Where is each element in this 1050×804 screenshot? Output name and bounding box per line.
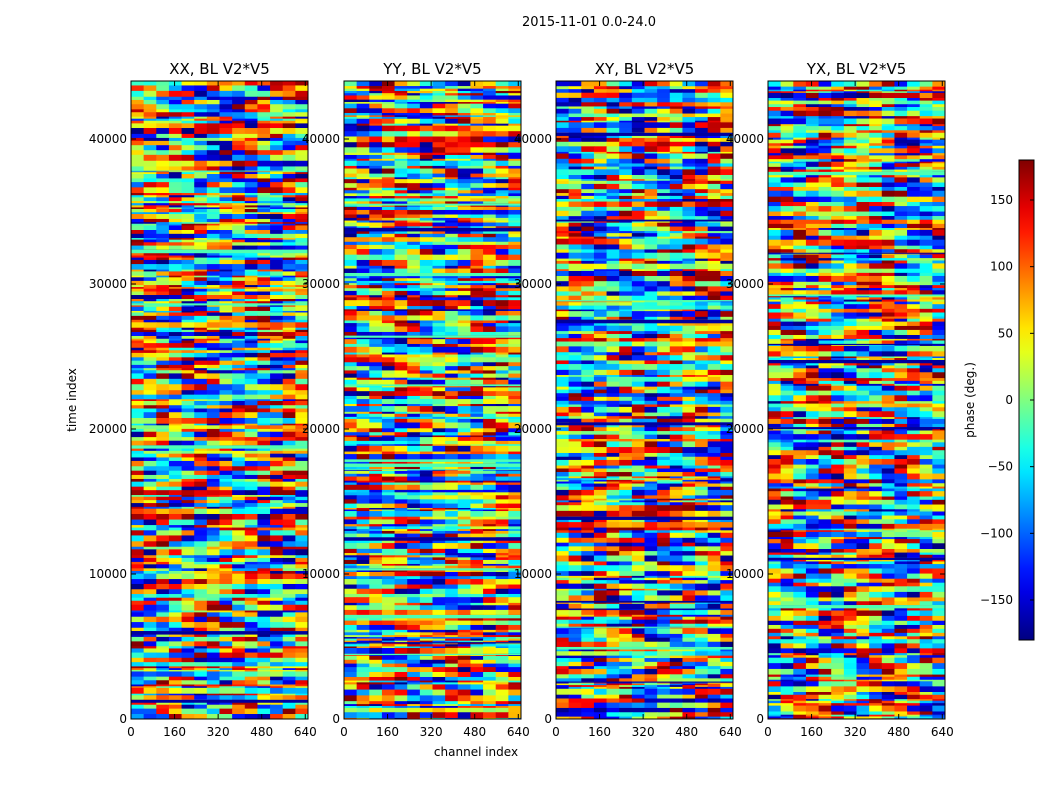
y-tick-label: 30000 bbox=[89, 277, 127, 291]
y-tick-label: 0 bbox=[332, 712, 340, 726]
heatmap-image-4 bbox=[768, 81, 946, 723]
y-tick-label: 0 bbox=[544, 712, 552, 726]
y-tick-label: 40000 bbox=[302, 132, 340, 146]
x-tick-label: 0 bbox=[764, 725, 772, 739]
x-tick-label: 480 bbox=[887, 725, 910, 739]
panels-group: XX, BL V2*V5 0 160 320 480 640 0 10000 20000 3000… bbox=[89, 60, 954, 739]
x-tick-label: 480 bbox=[463, 725, 486, 739]
colorbar-tick-label: 0 bbox=[1005, 393, 1013, 407]
colorbar-tick-label: 100 bbox=[990, 260, 1013, 274]
x-tick-label: 320 bbox=[632, 725, 655, 739]
y-axis-label: time index bbox=[65, 368, 79, 432]
y-tick-label: 20000 bbox=[726, 422, 764, 436]
panel-title: XX, BL V2*V5 bbox=[169, 60, 270, 78]
y-tick-label: 30000 bbox=[726, 277, 764, 291]
x-tick-label: 640 bbox=[294, 725, 317, 739]
x-tick-label: 0 bbox=[127, 725, 135, 739]
x-tick-label: 320 bbox=[420, 725, 443, 739]
panel-2: YY, BL V2*V5 0 160 320 480 640 0 10000 20000 3000… bbox=[302, 60, 530, 739]
colorbar-label: phase (deg.) bbox=[963, 362, 977, 438]
panel-title: YY, BL V2*V5 bbox=[382, 60, 481, 78]
x-axis-label: channel index bbox=[434, 745, 518, 759]
y-tick-label: 40000 bbox=[89, 132, 127, 146]
panel-3: XY, BL V2*V5 0 160 320 480 640 0 10000 20000 3000… bbox=[514, 60, 742, 739]
colorbar-tick-label: −100 bbox=[980, 526, 1013, 540]
panel-1: XX, BL V2*V5 0 160 320 480 640 0 10000 20000 3000… bbox=[89, 60, 317, 739]
colorbar-tick-label: 150 bbox=[990, 193, 1013, 207]
y-tick-label: 30000 bbox=[514, 277, 552, 291]
colorbar: −150 −100 −50 0 50 100 150 bbox=[980, 160, 1034, 640]
x-tick-label: 160 bbox=[588, 725, 611, 739]
colorbar-tick-label: −150 bbox=[980, 593, 1013, 607]
y-tick-label: 20000 bbox=[302, 422, 340, 436]
x-tick-label: 640 bbox=[931, 725, 954, 739]
y-tick-label: 40000 bbox=[726, 132, 764, 146]
panel-title: YX, BL V2*V5 bbox=[806, 60, 907, 78]
colorbar-tick-label: 50 bbox=[998, 326, 1013, 340]
figure-suptitle: 2015-11-01 0.0-24.0 bbox=[522, 15, 656, 30]
y-tick-label: 30000 bbox=[302, 277, 340, 291]
x-tick-label: 160 bbox=[376, 725, 399, 739]
colorbar-tick-label: −50 bbox=[988, 460, 1013, 474]
x-tick-label: 480 bbox=[250, 725, 273, 739]
y-tick-label: 20000 bbox=[514, 422, 552, 436]
y-tick-label: 10000 bbox=[302, 567, 340, 581]
x-tick-label: 0 bbox=[340, 725, 348, 739]
y-tick-label: 10000 bbox=[726, 567, 764, 581]
y-tick-label: 0 bbox=[756, 712, 764, 726]
y-tick-label: 0 bbox=[119, 712, 127, 726]
heatmap-image-3 bbox=[556, 81, 734, 721]
panel-title: XY, BL V2*V5 bbox=[595, 60, 695, 78]
x-tick-label: 320 bbox=[207, 725, 230, 739]
panel-4: YX, BL V2*V5 0 160 320 480 640 0 10000 20000 3000… bbox=[726, 60, 954, 739]
y-tick-label: 10000 bbox=[514, 567, 552, 581]
y-tick-label: 20000 bbox=[89, 422, 127, 436]
x-tick-label: 640 bbox=[719, 725, 742, 739]
heatmap-image-2 bbox=[344, 81, 522, 720]
x-tick-label: 160 bbox=[163, 725, 186, 739]
y-tick-label: 40000 bbox=[514, 132, 552, 146]
x-tick-label: 160 bbox=[800, 725, 823, 739]
x-tick-label: 0 bbox=[552, 725, 560, 739]
x-tick-label: 640 bbox=[507, 725, 530, 739]
x-tick-label: 480 bbox=[675, 725, 698, 739]
heatmap-image-1 bbox=[131, 81, 309, 720]
x-tick-label: 320 bbox=[844, 725, 867, 739]
y-tick-label: 10000 bbox=[89, 567, 127, 581]
